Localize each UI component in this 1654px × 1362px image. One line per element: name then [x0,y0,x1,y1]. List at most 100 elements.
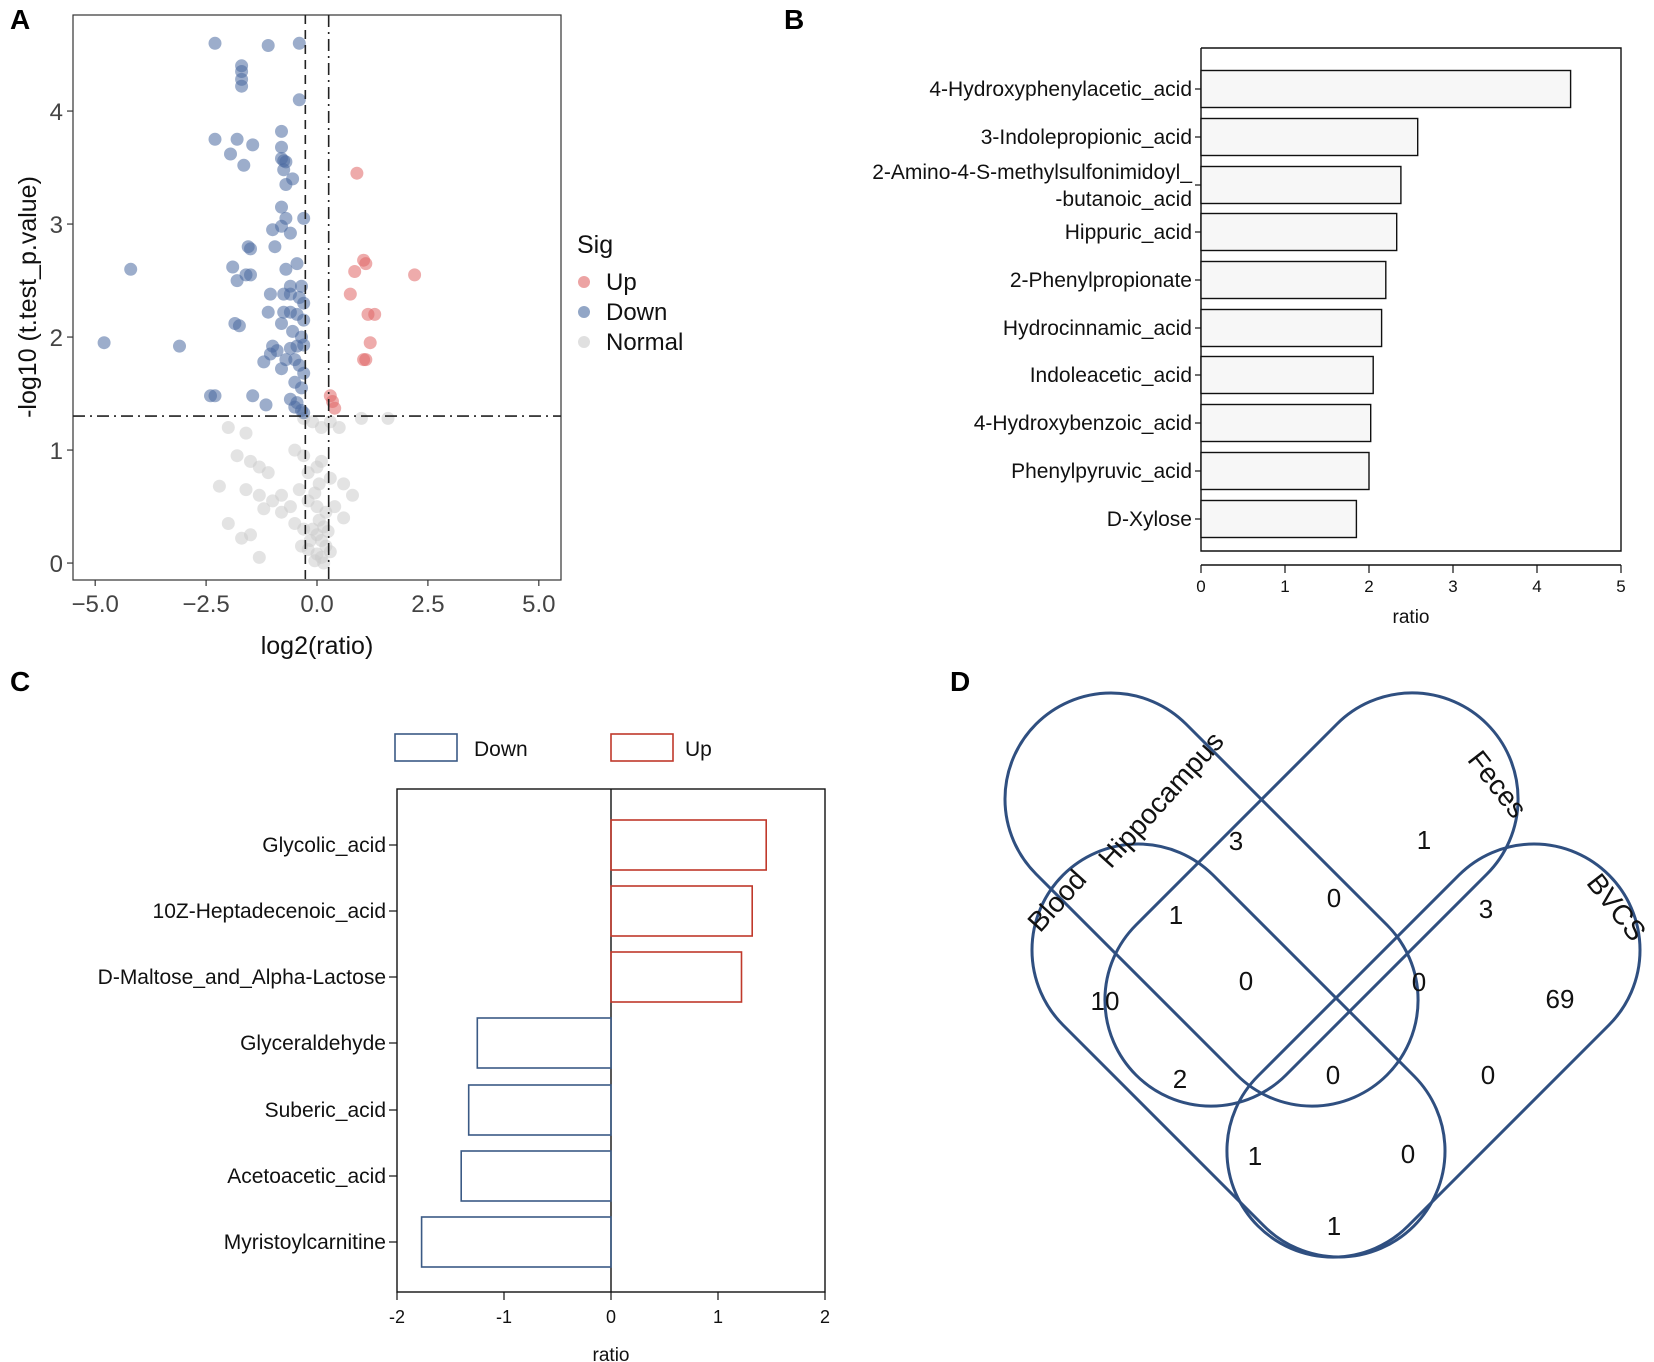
bar-b-category-label: 3-Indolepropionic_acid [981,126,1192,149]
venn-shapes [1003,691,1642,1259]
legend-down-label: Down [606,299,667,326]
bar-b-x-tick-label: 1 [1280,577,1289,596]
bar-chart-b-x-ticks: 0 1 2 3 4 5 [1196,564,1626,596]
volcano-point-down [297,211,311,225]
bar-b-category-label: -butanoic_acid [1055,188,1192,211]
volcano-point-up [368,307,382,321]
venn-count-all-four: 0 [1326,1060,1340,1090]
venn-set-labels: Blood Hippocampus Feces BVCS [1021,726,1652,947]
volcano-point-down [246,138,260,152]
bar-b [1200,451,1370,491]
volcano-point-down [275,140,288,154]
bar-b-category-label: D-Xylose [1107,508,1192,531]
volcano-x-axis-label: log2(ratio) [261,632,374,660]
bar-c-down [460,1150,612,1202]
panel-label-c: C [10,666,31,697]
volcano-point-normal [235,531,249,545]
volcano-x-tick-label: 5.0 [522,591,555,618]
volcano-point-down [224,147,237,161]
volcano-point-down [275,362,288,376]
volcano-point-down [244,242,257,256]
legend-down-swatch [394,733,458,762]
volcano-y-axis-label: -log10 (t.test_p.value) [14,176,42,418]
bar-chart-c-x-ticks: -2 -1 0 1 2 [389,1292,830,1327]
venn-count-feces-bvcs: 3 [1479,894,1493,924]
volcano-y-tick-label: 0 [50,551,63,578]
volcano-plot: −5.0 −2.5 0.0 2.5 5.0 0 1 2 3 4 log2(ratio) -log… [14,14,683,660]
bar-c-up [610,819,767,871]
volcano-point-normal [252,550,266,564]
bar-c-up [610,951,743,1003]
bar-b-category-label: Hippuric_acid [1065,221,1192,244]
volcano-x-tick-label: −2.5 [182,591,229,618]
volcano-point-normal [323,545,337,559]
bar-c-category-label: Myristoylcarnitine [224,1231,386,1254]
volcano-point-down [297,296,311,310]
venn-count-blood-feces-bvcs: 0 [1401,1139,1415,1169]
bar-b-category-label: 4-Hydroxyphenylacetic_acid [929,78,1192,101]
volcano-point-normal [328,500,342,514]
volcano-point-down [97,336,111,350]
volcano-y-tick-label: 3 [50,212,63,239]
bar-b [1200,355,1374,395]
volcano-point-down [297,313,311,327]
volcano-point-normal [337,477,351,491]
venn-count-bvcs-only: 69 [1546,984,1575,1014]
volcano-point-down [257,355,271,369]
bar-c-category-label: Acetoacetic_acid [227,1165,386,1188]
volcano-point-normal [317,556,331,570]
bar-c-down [467,1084,612,1136]
volcano-point-normal [314,454,328,468]
venn-count-blood-hippocampus-feces: 0 [1239,966,1253,996]
venn-set-bvcs [1225,842,1642,1259]
bar-c-category-label: 10Z-Heptadecenoic_acid [153,900,386,923]
volcano-point-normal [212,479,226,493]
volcano-point-up [343,287,357,301]
bar-chart-c-legend: Down Up [394,733,712,762]
venn-count-blood-feces: 2 [1173,1064,1187,1094]
bar-b [1200,212,1398,252]
volcano-point-down [275,219,288,233]
volcano-point-normal [354,411,368,425]
volcano-point-down [283,226,297,240]
volcano-point-normal [321,524,335,538]
bar-c-x-tick-label: 2 [820,1307,830,1327]
volcano-point-normal [252,488,266,502]
volcano-point-down [230,274,244,288]
bar-chart-b-bars [1200,69,1572,539]
legend-up-label: Up [606,269,637,296]
volcano-point-normal [337,511,351,525]
volcano-point-normal [323,471,337,485]
bar-c-down [420,1216,612,1268]
volcano-x-tick-label: −5.0 [71,591,118,618]
volcano-point-down [230,132,244,146]
volcano-point-normal [221,421,235,434]
volcano-point-normal [275,488,288,502]
panel-label-d: D [950,666,971,697]
bar-b-category-label: 2-Phenylpropionate [1010,269,1192,292]
volcano-point-down [275,200,288,214]
venn-label-blood: Blood [1021,864,1092,938]
volcano-point-down [261,305,275,319]
bar-chart-b-x-axis-label: ratio [1393,607,1430,628]
volcano-point-normal [381,411,395,425]
bar-chart-c-category-labels: Glycolic_acid 10Z-Heptadecenoic_acid D-Mal… [98,834,397,1254]
bar-b-x-tick-label: 4 [1532,577,1541,596]
volcano-point-down [279,178,293,191]
bar-b-x-tick-label: 2 [1364,577,1373,596]
bar-c-x-tick-label: -1 [496,1307,512,1327]
volcano-point-normal [275,505,288,519]
volcano-point-normal [312,477,326,491]
volcano-point-down [208,132,222,146]
venn-counts: 10 3 1 69 1 0 3 2 0 0 0 0 1 0 1 [1091,825,1575,1241]
volcano-point-down [275,317,288,330]
volcano-point-normal [292,483,306,497]
volcano-point-up [363,336,377,350]
bar-chart-b: 4-Hydroxyphenylacetic_acid 3-Indolepropio… [872,47,1626,628]
bar-b [1200,165,1402,205]
venn-set-blood [1030,842,1447,1259]
volcano-y-ticks: 0 1 2 3 4 [50,99,73,578]
venn-set-hippocampus [1103,691,1520,1108]
bar-chart-c: Down Up Glycolic_acid 10Z-Heptadecenoic_a… [98,733,830,1362]
volcano-point-down [244,268,257,282]
